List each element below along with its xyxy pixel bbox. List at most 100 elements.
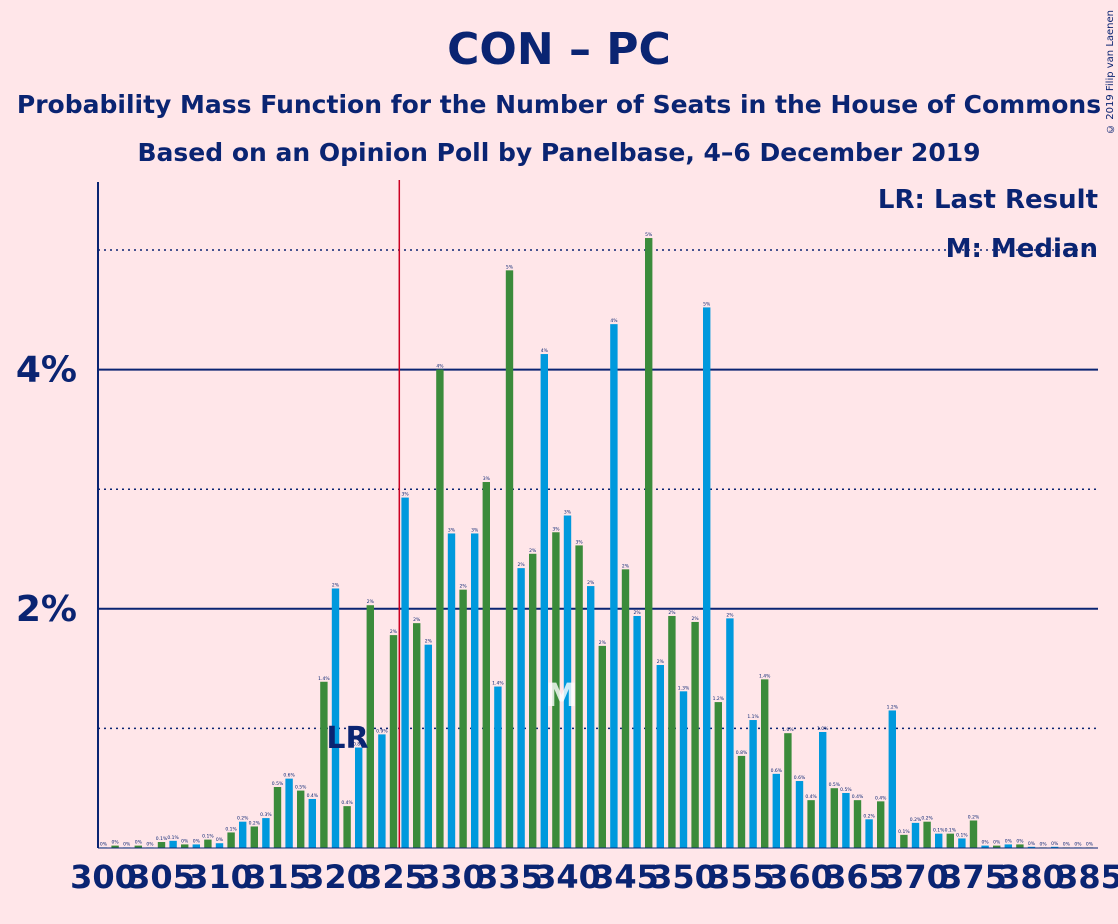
data-label: 0.1%	[945, 828, 957, 834]
median-marker: M	[546, 676, 578, 714]
bar	[761, 679, 769, 848]
bar	[273, 787, 282, 848]
data-label: 0.8%	[353, 742, 365, 748]
bar	[204, 839, 212, 848]
bar	[969, 820, 978, 848]
bar	[355, 747, 363, 848]
bar	[900, 834, 908, 848]
data-label: 0.1%	[202, 834, 214, 840]
data-label: 2%	[413, 617, 421, 623]
bar	[795, 781, 804, 848]
data-label: 0.4%	[875, 795, 887, 801]
data-label: 2%	[425, 639, 433, 645]
bar	[459, 589, 467, 848]
data-label: 3%	[402, 492, 410, 498]
data-label: 0%	[216, 837, 224, 843]
x-tick-label: 360	[766, 858, 833, 896]
data-label: 0%	[181, 838, 189, 844]
data-label: 2%	[657, 659, 665, 665]
bar	[842, 792, 850, 848]
data-label: 0%	[112, 840, 120, 846]
x-tick-label: 320	[302, 858, 369, 896]
data-label: 1.0%	[817, 726, 829, 732]
data-label: 0.4%	[341, 800, 353, 806]
data-label: 0.1%	[225, 826, 237, 832]
data-label: 2%	[726, 612, 734, 618]
bar	[262, 818, 270, 848]
bar	[239, 821, 247, 848]
chart-title: CON – PC	[447, 24, 671, 75]
data-label: 0.1%	[167, 835, 179, 841]
bar	[401, 497, 409, 848]
data-label: 3%	[471, 527, 479, 533]
data-label: 5%	[645, 232, 653, 238]
data-label: 2%	[622, 563, 630, 569]
bar	[691, 621, 699, 848]
bar	[772, 773, 780, 848]
data-label: 0.2%	[249, 820, 261, 826]
data-label: 2%	[529, 548, 537, 554]
data-label: 1.2%	[713, 696, 725, 702]
data-label: 0%	[1040, 841, 1048, 847]
x-tick-label: 315	[244, 858, 311, 896]
data-label: 0.8%	[736, 750, 748, 756]
bar	[749, 720, 757, 848]
data-label: 1.2%	[887, 704, 899, 710]
data-label: 0%	[1074, 841, 1082, 847]
bar	[494, 686, 502, 848]
data-label: 0%	[146, 841, 154, 847]
bar	[227, 832, 235, 848]
data-label: 0.6%	[771, 768, 783, 774]
x-tick-label: 385	[1056, 858, 1118, 896]
bar	[181, 844, 189, 848]
bar	[563, 515, 572, 848]
bar	[598, 645, 606, 848]
data-label: 0%	[193, 838, 201, 844]
bar	[157, 842, 166, 848]
bar	[471, 533, 479, 848]
bar	[575, 545, 583, 848]
x-tick-label: 335	[476, 858, 543, 896]
bar	[935, 833, 943, 848]
x-tick-label: 325	[360, 858, 427, 896]
bar	[552, 532, 560, 848]
data-label: 2%	[367, 599, 375, 605]
data-label: 3%	[448, 527, 456, 533]
bar	[830, 788, 838, 848]
data-label: 0.4%	[805, 794, 817, 800]
bar	[668, 615, 676, 848]
bar	[192, 844, 200, 848]
data-label: 3%	[576, 539, 584, 545]
data-label: 3%	[564, 510, 572, 516]
y-tick-label: 4%	[16, 350, 77, 391]
data-label: 2%	[460, 584, 468, 590]
bar	[726, 618, 734, 848]
data-label: 0.6%	[794, 775, 806, 781]
data-label: 1.4%	[318, 676, 330, 682]
x-tick-label: 330	[418, 858, 485, 896]
bar	[679, 691, 688, 848]
data-label: 0%	[993, 840, 1001, 846]
bar	[819, 731, 827, 848]
bar	[285, 778, 293, 848]
data-label: 2%	[668, 610, 676, 616]
bar	[703, 307, 711, 849]
data-label: 0%	[123, 841, 131, 847]
bar	[413, 623, 421, 848]
data-label: 0.2%	[237, 816, 249, 822]
bar	[610, 324, 618, 849]
bar	[993, 845, 1001, 848]
bar	[308, 798, 316, 848]
bar	[343, 806, 351, 848]
bar	[378, 734, 386, 848]
bar	[865, 819, 873, 848]
bar	[297, 790, 305, 848]
last-result-marker: LR	[326, 721, 368, 756]
data-label: 0.5%	[295, 785, 307, 791]
data-label: 0%	[1086, 841, 1094, 847]
data-label: 2%	[634, 610, 642, 616]
data-label: 0.2%	[910, 817, 922, 823]
data-label: 0.1%	[898, 829, 910, 835]
x-tick-label: 310	[186, 858, 253, 896]
